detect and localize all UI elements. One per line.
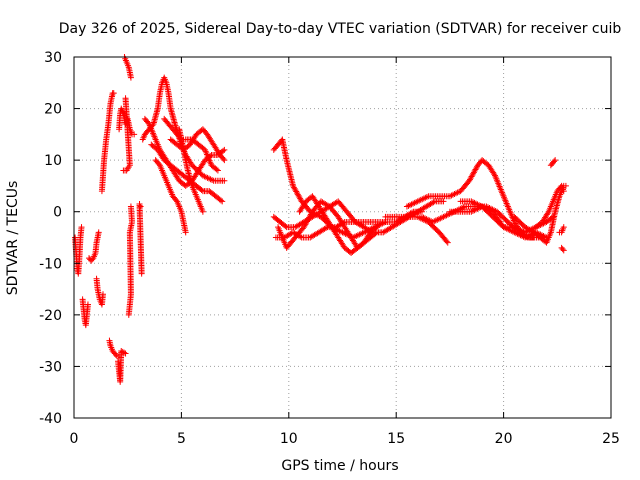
y-tick-label: -20 xyxy=(39,308,62,324)
data-series-arc-19 xyxy=(176,126,206,215)
data-point-marker xyxy=(78,224,85,231)
x-axis: 0 5 10 15 20 25 xyxy=(70,57,620,447)
y-tick-label: -10 xyxy=(39,256,62,272)
x-tick-label: 10 xyxy=(280,431,298,447)
data-point-marker xyxy=(122,350,129,357)
y-tick-label: 0 xyxy=(53,205,62,221)
data-points xyxy=(72,54,569,385)
x-tick-label: 0 xyxy=(70,431,79,447)
data-series-arc-09 xyxy=(121,54,134,81)
x-tick-label: 25 xyxy=(602,431,620,447)
data-series-arc-12 xyxy=(136,200,145,277)
x-tick-label: 15 xyxy=(387,431,405,447)
data-point-marker xyxy=(372,225,379,232)
x-axis-label: GPS time / hours xyxy=(281,458,398,474)
data-point-marker xyxy=(89,256,96,263)
data-point-marker xyxy=(552,157,559,164)
data-point-marker xyxy=(221,146,228,153)
data-series-arc-13 xyxy=(139,74,228,184)
data-point-marker xyxy=(560,224,567,231)
data-point-marker xyxy=(430,199,437,206)
plot-frame xyxy=(73,56,612,419)
data-point-marker xyxy=(443,238,450,245)
data-point-marker xyxy=(220,147,227,154)
data-point-marker xyxy=(440,198,447,205)
data-point-marker xyxy=(373,224,380,231)
y-axis-label: SDTVAR / TECUs xyxy=(5,181,21,296)
data-series-arc-18 xyxy=(161,115,221,174)
data-series-arc-11 xyxy=(120,95,133,174)
data-series-arc-15 xyxy=(148,141,226,205)
data-series-arc-16 xyxy=(152,157,189,236)
data-point-marker xyxy=(131,131,138,138)
data-point-marker xyxy=(173,197,180,204)
x-tick-label: 20 xyxy=(495,431,513,447)
y-tick-label: 20 xyxy=(44,102,62,118)
data-point-marker xyxy=(155,161,162,168)
data-series-arc-32 xyxy=(547,157,559,169)
data-point-marker xyxy=(559,246,566,253)
data-series-arc-03 xyxy=(86,229,102,264)
data-point-marker xyxy=(560,188,567,195)
data-point-marker xyxy=(491,171,498,178)
y-tick-label: -30 xyxy=(39,359,62,375)
data-point-marker xyxy=(112,351,119,358)
data-series-arc-06 xyxy=(106,337,123,360)
data-point-marker xyxy=(127,203,134,210)
data-point-marker xyxy=(99,291,106,298)
data-point-marker xyxy=(121,349,128,356)
data-point-marker xyxy=(221,177,228,184)
data-point-marker xyxy=(444,239,451,246)
data-series-arc-07 xyxy=(115,347,129,385)
data-point-marker xyxy=(138,270,145,277)
data-series-arc-04 xyxy=(93,275,106,308)
data-series-arc-10 xyxy=(125,203,135,318)
data-point-marker xyxy=(323,225,330,232)
data-point-marker xyxy=(110,90,117,97)
y-tick-label: 30 xyxy=(44,50,62,66)
data-point-marker xyxy=(220,155,227,162)
data-point-marker xyxy=(127,74,134,81)
data-point-marker xyxy=(84,301,91,308)
data-point-marker xyxy=(560,247,567,254)
data-point-marker xyxy=(198,187,205,194)
data-series-arc-34 xyxy=(558,244,567,254)
x-tick-label: 5 xyxy=(177,431,186,447)
data-series-arc-21 xyxy=(270,198,376,236)
data-series-arc-24 xyxy=(296,193,380,256)
data-point-marker xyxy=(122,95,129,102)
data-point-marker xyxy=(219,198,226,205)
data-point-marker xyxy=(282,223,289,230)
y-tick-label: 10 xyxy=(44,153,62,169)
data-point-marker xyxy=(217,197,224,204)
data-point-marker xyxy=(551,158,558,165)
data-point-marker xyxy=(213,166,220,173)
data-series-arc-23 xyxy=(275,198,447,251)
data-point-marker xyxy=(182,229,189,236)
data-point-marker xyxy=(544,210,551,217)
data-point-marker xyxy=(499,223,506,230)
data-point-marker xyxy=(95,229,102,236)
data-point-marker xyxy=(199,208,206,215)
y-axis: -40 -30 -20 -10 0 10 20 30 xyxy=(39,50,611,427)
data-point-marker xyxy=(214,167,221,174)
data-series-arc-02 xyxy=(79,296,91,329)
data-series-arc-31 xyxy=(532,182,567,231)
data-point-marker xyxy=(372,230,379,237)
y-tick-label: -40 xyxy=(39,411,62,427)
data-point-marker xyxy=(221,157,228,164)
data-series-arc-05 xyxy=(98,90,117,195)
data-series-arc-25 xyxy=(382,213,451,246)
data-series-arc-33 xyxy=(556,224,567,236)
chart-title: Day 326 of 2025, Sidereal Day-to-day VTE… xyxy=(59,21,622,37)
